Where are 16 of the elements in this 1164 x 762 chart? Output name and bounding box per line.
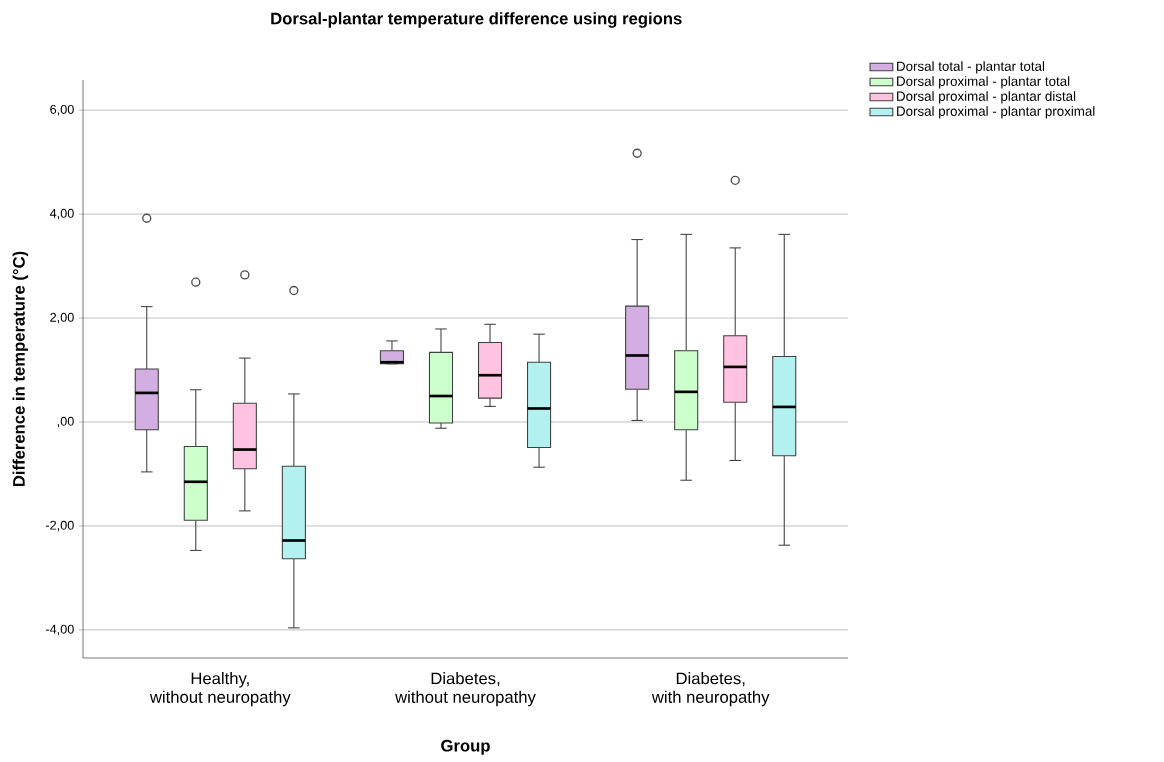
y-tick-label: 2,00 [50,312,74,324]
legend-label: Dorsal proximal - plantar proximal [897,106,1095,119]
chart-title: Dorsal-plantar temperature difference using regions [271,12,682,28]
x-tick-label: Healthy, without neuropathy [149,672,291,707]
y-tick-label: -2,00 [45,520,74,532]
legend-label: Dorsal total - plantar total [897,61,1045,74]
y-tick-label: ,00 [57,416,74,428]
y-tick-label: 6,00 [50,104,74,116]
x-tick-label: Diabetes, with neuropathy [651,672,770,707]
legend-label: Dorsal proximal - plantar distal [897,91,1076,104]
x-tick-label: Diabetes, without neuropathy [395,672,536,707]
x-axis-title: Group [441,739,490,755]
y-tick-label: -4,00 [45,624,74,636]
y-tick-label: 4,00 [49,208,74,220]
y-axis-title: Difference in temperature (°C) [12,251,29,487]
legend-label: Dorsal proximal - plantar total [897,76,1070,89]
